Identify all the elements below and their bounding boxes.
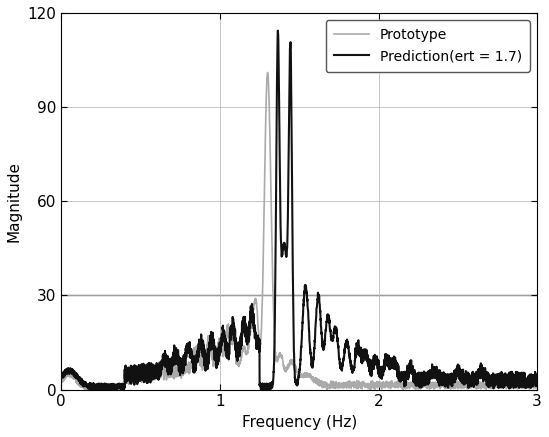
Prototype <box>474 381 480 386</box>
Prediction(ert = 1.7) <box>474 380 480 385</box>
Prototype <box>141 374 147 379</box>
Prototype <box>534 385 540 390</box>
Prediction(ert = 1.7) <box>261 387 267 392</box>
Prototype <box>525 381 531 386</box>
Prediction(ert = 1.7) <box>525 381 531 386</box>
Prototype <box>240 343 247 349</box>
Prototype <box>261 181 268 186</box>
Y-axis label: Magnitude: Magnitude <box>7 161 22 242</box>
Prototype <box>112 384 119 389</box>
Line: Prediction(ert = 1.7): Prediction(ert = 1.7) <box>61 31 537 390</box>
Prototype <box>117 387 124 392</box>
Prototype <box>58 381 65 386</box>
X-axis label: Frequency (Hz): Frequency (Hz) <box>242 415 357 430</box>
Prediction(ert = 1.7) <box>141 373 147 378</box>
Legend: Prototype, Prediction(ert = 1.7): Prototype, Prediction(ert = 1.7) <box>326 20 530 72</box>
Prediction(ert = 1.7) <box>240 325 247 330</box>
Prediction(ert = 1.7) <box>274 28 281 33</box>
Prototype <box>265 70 271 75</box>
Prediction(ert = 1.7) <box>112 385 119 390</box>
Prediction(ert = 1.7) <box>534 383 540 388</box>
Prediction(ert = 1.7) <box>58 374 65 379</box>
Prediction(ert = 1.7) <box>261 384 268 389</box>
Line: Prototype: Prototype <box>61 73 537 390</box>
